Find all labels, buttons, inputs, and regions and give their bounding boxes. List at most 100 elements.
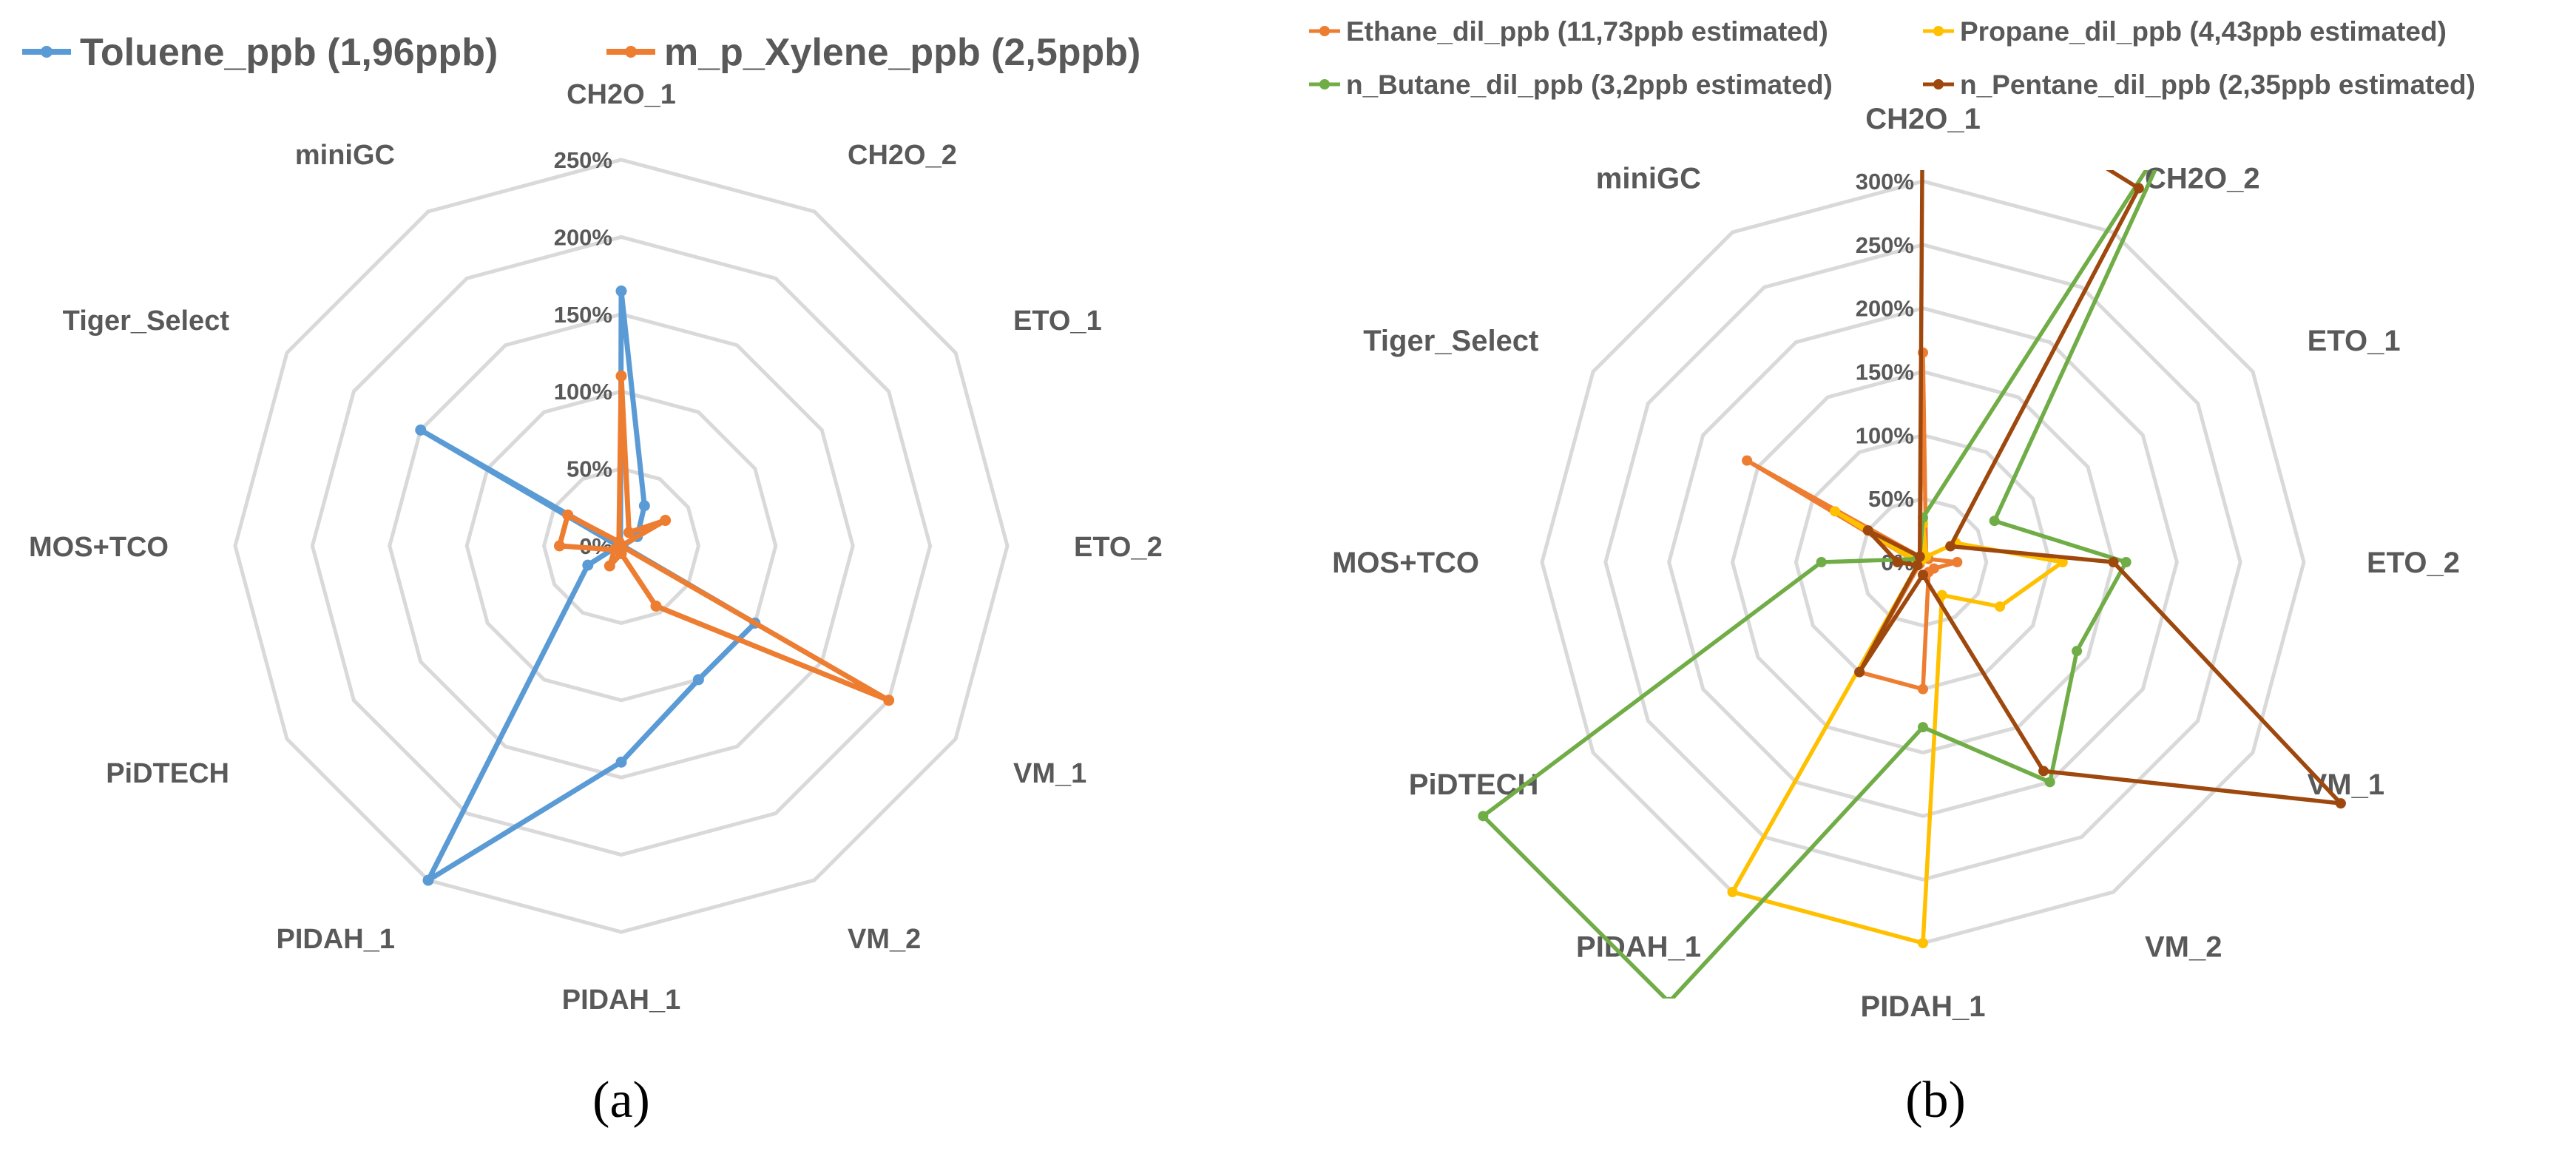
category-label: ETO_1	[1013, 305, 1102, 337]
legend-item: Toluene_ppb (1,96ppb)	[22, 31, 498, 74]
category-label: CH2O_1	[567, 79, 676, 110]
data-point	[1918, 49, 1928, 59]
tick-label: 100%	[554, 379, 612, 405]
radar-series	[1478, 49, 2346, 999]
data-point	[2057, 557, 2068, 567]
tick-label: 300%	[1856, 169, 1914, 195]
legend-label: m_p_Xylene_ppb (2,5ppb)	[664, 31, 1140, 74]
category-label: ETO_2	[2367, 547, 2460, 579]
tick-label: 50%	[567, 456, 612, 482]
tick-label: 250%	[1856, 232, 1914, 258]
data-point	[1945, 541, 1956, 552]
data-point	[2335, 798, 2346, 809]
legend-item: n_Butane_dil_ppb (3,2ppb estimated)	[1309, 70, 1833, 100]
series	[553, 370, 895, 706]
data-point	[553, 540, 565, 552]
radar-tick-labels: 0%50%100%150%200%250%	[554, 147, 612, 559]
data-point	[1989, 516, 2000, 527]
data-point	[1830, 506, 1841, 517]
category-label: CH2O_2	[2145, 162, 2260, 195]
grid-ring	[233, 158, 1010, 934]
radar-chart-a: 0%50%100%150%200%250%CH2O_1CH2O_2ETO_1ET…	[22, 31, 1163, 1129]
category-label: CH2O_1	[1865, 103, 1981, 135]
radar-tick-labels: 0%50%100%150%200%250%300%	[1856, 169, 1914, 575]
data-point	[2120, 557, 2132, 567]
category-label: CH2O_2	[848, 140, 957, 171]
legend-label: n_Pentane_dil_ppb (2,35ppb estimated)	[1960, 70, 2475, 100]
radar-category-labels: CH2O_1 CH2O_2 ETO_1 ETO_2 VM_1 VM_2 PIDAH_1 PID…	[1332, 103, 2460, 1023]
grid-ring	[310, 234, 933, 857]
data-point	[2038, 766, 2049, 777]
category-label: ETO_2	[1074, 532, 1163, 563]
data-point	[638, 500, 650, 512]
category-label: VM_2	[848, 924, 921, 955]
data-point	[1918, 938, 1928, 948]
panel-label: (a)	[592, 1072, 650, 1129]
radar-category-labels: CH2O_1 CH2O_2 ETO_1 ETO_2 VM_1 VM_2 PIDAH_1 PID…	[29, 79, 1163, 1016]
category-label: Tiger_Select	[1363, 325, 1538, 357]
data-point	[1892, 557, 1903, 567]
category-label: PiDTECH	[1409, 769, 1539, 801]
radar-chart-b: 0%50%100%150%200%250%300%CH2O_1CH2O_2ETO…	[1309, 16, 2475, 1129]
legend-swatch-dot	[1319, 79, 1330, 89]
data-point	[604, 560, 615, 572]
series-line	[1481, 170, 2157, 999]
legend-swatch-dot	[1933, 79, 1944, 89]
category-label: VM_2	[2145, 931, 2222, 964]
data-point	[1816, 557, 1827, 567]
data-point	[582, 559, 594, 571]
legend-item: Ethane_dil_ppb (11,73ppb estimated)	[1309, 16, 1828, 47]
category-label: miniGC	[295, 140, 395, 171]
data-point	[1995, 601, 2006, 612]
data-point	[2072, 646, 2083, 657]
data-point	[1478, 811, 1489, 822]
data-point	[883, 695, 895, 706]
legend-label: Propane_dil_ppb (4,43ppb estimated)	[1960, 16, 2447, 47]
data-point	[1665, 996, 1673, 999]
category-label: PIDAH_1	[277, 924, 396, 955]
data-point	[1854, 666, 1865, 678]
data-point	[2133, 183, 2144, 194]
category-label: PIDAH_1	[1576, 931, 1701, 964]
data-point	[415, 424, 427, 436]
data-point	[1918, 722, 1928, 733]
data-point	[422, 874, 434, 886]
series	[1854, 49, 2346, 809]
tick-label: 100%	[1856, 422, 1914, 448]
radar-grid	[233, 158, 1010, 934]
tick-label: 150%	[554, 302, 612, 328]
legend-label: Ethane_dil_ppb (11,73ppb estimated)	[1346, 16, 1828, 47]
data-point	[2108, 557, 2119, 567]
legend-label: Toluene_ppb (1,96ppb)	[80, 31, 498, 74]
category-label: ETO_1	[2308, 325, 2401, 357]
category-label: MOS+TCO	[1332, 547, 1479, 579]
legend-swatch-dot	[1933, 26, 1944, 36]
grid-ring	[1603, 243, 2242, 882]
data-point	[615, 756, 627, 768]
data-point	[615, 370, 627, 382]
category-label: PIDAH_1	[562, 984, 681, 1016]
data-point	[1918, 570, 1928, 581]
category-label: Tiger_Select	[63, 305, 230, 337]
radar-series	[415, 285, 895, 886]
data-point	[1727, 887, 1738, 898]
data-point	[1936, 590, 1947, 601]
series	[1478, 117, 2182, 999]
data-point	[2044, 777, 2055, 788]
data-point	[1742, 455, 1753, 466]
legend: Ethane_dil_ppb (11,73ppb estimated) Propa…	[1309, 16, 2475, 100]
data-point	[623, 527, 635, 538]
category-label: miniGC	[1596, 162, 1701, 195]
category-label: MOS+TCO	[29, 532, 169, 563]
tick-label: 150%	[1856, 359, 1914, 385]
data-point	[1914, 551, 1925, 562]
legend-item: n_Pentane_dil_ppb (2,35ppb estimated)	[1923, 70, 2475, 100]
data-point	[2171, 117, 2182, 127]
legend-swatch-dot	[625, 46, 637, 58]
tick-label: 200%	[554, 224, 612, 250]
legend-item: Propane_dil_ppb (4,43ppb estimated)	[1923, 16, 2447, 47]
category-label: VM_1	[2308, 769, 2385, 801]
tick-label: 250%	[554, 147, 612, 173]
data-point	[613, 536, 625, 548]
